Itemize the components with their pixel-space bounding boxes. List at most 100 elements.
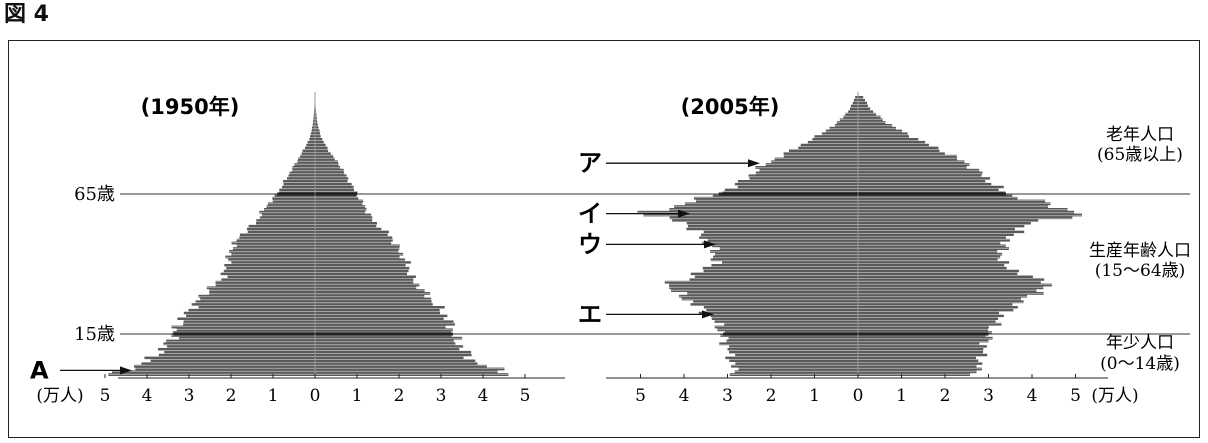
female-bar	[315, 152, 331, 155]
male-bar	[755, 166, 858, 169]
female-bar	[858, 233, 1014, 236]
male-bar	[712, 244, 858, 248]
female-bar	[858, 300, 1024, 304]
female-bar	[858, 140, 926, 144]
female-bar	[315, 171, 345, 175]
male-bar	[158, 353, 315, 357]
male-bar	[719, 247, 858, 250]
male-bar	[738, 367, 858, 371]
male-bar	[821, 132, 858, 136]
female-bar	[315, 154, 334, 158]
female-bar	[858, 185, 1004, 189]
female-bar	[858, 364, 977, 368]
female-bar	[315, 362, 478, 365]
female-bar	[315, 264, 406, 267]
female-bar	[858, 322, 1002, 326]
male-bar	[313, 121, 315, 124]
male-bar	[163, 342, 315, 346]
male-bar	[286, 177, 315, 180]
male-bar	[135, 367, 315, 371]
female-bar	[315, 121, 318, 124]
female-bar	[858, 101, 867, 105]
female-bar	[858, 373, 971, 376]
male-bar	[183, 320, 315, 323]
male-bar	[112, 370, 315, 374]
male-bar	[297, 160, 315, 164]
female-bar	[315, 373, 509, 376]
male-bar	[669, 216, 858, 220]
annotation-arrow-2-head	[704, 240, 716, 249]
female-bar	[315, 216, 373, 220]
male-bar	[200, 297, 315, 301]
female-bar	[315, 138, 323, 141]
group-label-line2: (65歳以上)	[1097, 145, 1183, 165]
male-bar	[690, 303, 858, 306]
pyramid-title: (1950年)	[141, 95, 240, 119]
male-bar	[239, 236, 315, 239]
female-bar	[858, 208, 1068, 211]
female-bar	[858, 154, 957, 158]
male-bar	[223, 269, 315, 273]
male-bar	[239, 233, 315, 236]
x-tick-label: 5	[635, 386, 646, 406]
female-bar	[315, 370, 498, 374]
male-bar	[282, 185, 315, 189]
female-bar	[315, 210, 366, 214]
male-bar	[206, 286, 315, 290]
annotation-arrow-a-head	[120, 366, 132, 375]
female-bar	[858, 264, 1005, 267]
female-bar	[315, 129, 320, 133]
female-bar	[315, 196, 359, 200]
male-bar	[108, 373, 315, 376]
x-tick-label: 1	[896, 386, 907, 406]
male-bar	[834, 124, 858, 127]
female-bar	[315, 160, 338, 164]
female-bar	[858, 289, 1037, 292]
female-bar	[315, 306, 445, 309]
female-bar	[315, 247, 400, 250]
male-bar	[693, 196, 858, 200]
female-bar	[858, 96, 864, 99]
x-tick-label: 0	[310, 386, 321, 406]
male-bar	[283, 180, 315, 183]
male-bar	[177, 317, 315, 320]
group-label-line1: 老年人口	[1106, 125, 1174, 145]
male-bar	[221, 278, 315, 281]
female-bar	[315, 124, 318, 127]
male-bar	[231, 241, 315, 245]
x-tick-label: 4	[142, 386, 153, 406]
x-tick-label: 4	[1027, 386, 1038, 406]
female-bar	[315, 336, 463, 340]
male-bar	[144, 356, 315, 360]
male-bar	[209, 292, 315, 295]
male-bar	[292, 166, 315, 169]
male-bar	[829, 126, 858, 130]
figure-label: 図 4	[4, 2, 49, 27]
x-tick-label: 2	[226, 386, 237, 406]
male-bar	[166, 339, 315, 343]
male-bar	[848, 110, 858, 113]
female-bar	[858, 311, 1000, 315]
female-bar	[315, 339, 454, 343]
female-bar	[315, 236, 393, 239]
female-bar	[315, 269, 409, 273]
female-bar	[315, 177, 349, 180]
female-bar	[858, 241, 1001, 245]
male-bar	[178, 336, 315, 340]
female-bar	[858, 196, 1018, 200]
male-bar	[294, 163, 315, 166]
annotation-arrow-1-head	[678, 209, 690, 218]
female-bar	[858, 224, 1025, 228]
male-bar	[729, 373, 858, 376]
male-bar	[852, 101, 858, 105]
male-bar	[735, 353, 858, 357]
female-bar	[858, 370, 977, 374]
male-bar	[839, 118, 858, 122]
male-bar	[259, 210, 315, 214]
female-bar	[858, 320, 996, 323]
female-bar	[315, 300, 432, 304]
female-bar	[858, 255, 1001, 259]
male-bar	[850, 104, 858, 108]
female-bar	[858, 160, 965, 164]
group-label-line2: (0〜14歳)	[1100, 354, 1180, 374]
